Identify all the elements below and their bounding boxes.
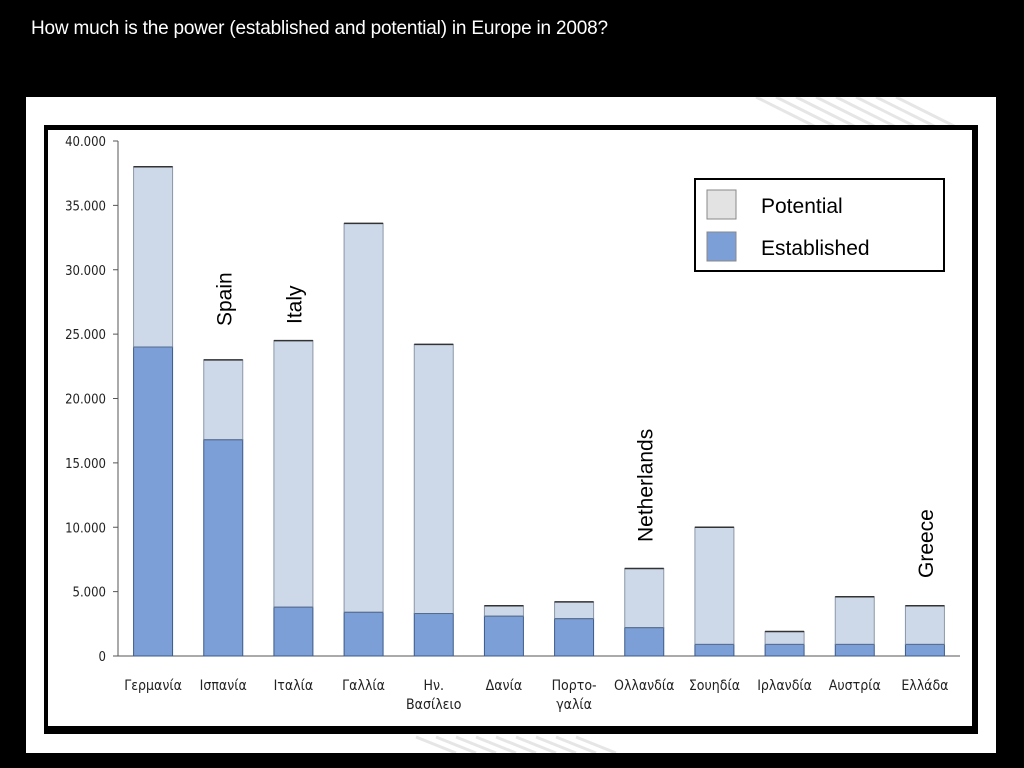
y-tick-label: 35.000 [65, 199, 106, 214]
decorative-stripes [415, 97, 957, 753]
bar-established [904, 643, 945, 657]
annotation-netherlands: Netherlands [634, 429, 657, 542]
category-label: Δανία [486, 678, 523, 694]
legend-swatch-established [706, 231, 737, 262]
bar-established [413, 613, 454, 657]
category-label: Ην. [423, 678, 444, 694]
category-label: Πορτο- [552, 678, 597, 694]
category-label: Ισπανία [200, 678, 247, 694]
category-label: Γαλλία [342, 678, 385, 694]
legend-swatch-potential [706, 189, 737, 220]
bar-established [764, 643, 805, 657]
y-tick-label: 5.000 [73, 586, 106, 601]
bar-potential [343, 222, 384, 613]
bar-potential [834, 596, 875, 645]
y-tick-label: 10.000 [65, 521, 106, 536]
category-label: Βασίλειο [406, 697, 462, 713]
y-tick-label: 40.000 [65, 135, 106, 150]
bar-established [343, 611, 384, 657]
bar-established [694, 643, 735, 657]
category-label: Σουηδία [689, 678, 740, 694]
annotation-italy: Italy [283, 285, 306, 324]
y-tick-label: 0 [99, 650, 106, 665]
category-label: Ιρλανδία [757, 678, 812, 694]
y-tick-label: 20.000 [65, 393, 106, 408]
bar-potential [413, 343, 454, 615]
y-tick-label: 15.000 [65, 457, 106, 472]
category-label: Αυστρία [829, 678, 881, 694]
y-tick-label: 25.000 [65, 328, 106, 343]
bar-established [203, 439, 244, 657]
annotation-spain: Spain [213, 272, 236, 326]
legend-label-potential: Potential [761, 195, 843, 218]
bar-established [273, 606, 314, 657]
bar-established [554, 618, 595, 657]
bar-potential [904, 605, 945, 645]
category-label: γαλία [556, 697, 592, 713]
bar-potential [554, 601, 595, 620]
bar-potential [694, 526, 735, 645]
category-label: Γερμανία [124, 678, 182, 694]
legend-label-established: Established [761, 237, 870, 260]
bar-potential [273, 340, 314, 608]
bar-established [624, 627, 665, 657]
y-tick-label: 30.000 [65, 264, 106, 279]
bar-potential [624, 567, 665, 629]
category-label: Ελλάδα [901, 678, 948, 694]
category-label: Ιταλία [274, 678, 314, 694]
bar-potential [764, 631, 805, 645]
bar-established [133, 346, 174, 657]
bar-potential [483, 605, 524, 617]
bar-potential [203, 359, 244, 441]
category-label: Ολλανδία [614, 678, 674, 694]
bar-established [483, 615, 524, 657]
bar-potential [133, 166, 174, 348]
bar-established [834, 643, 875, 657]
annotation-greece: Greece [915, 509, 938, 578]
slide-title: How much is the power (established and p… [31, 18, 608, 39]
